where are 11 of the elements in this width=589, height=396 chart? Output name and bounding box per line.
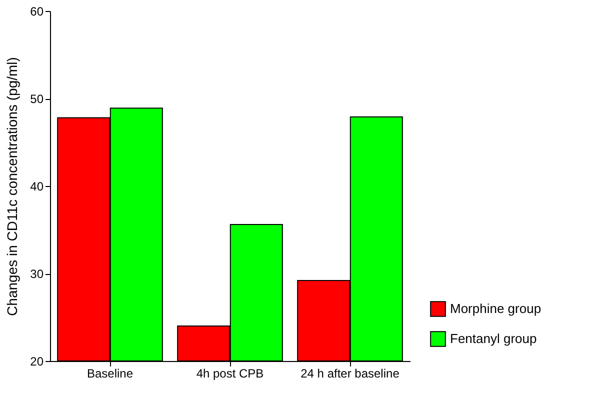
y-tick-label: 40 xyxy=(30,180,44,194)
y-tick-label: 20 xyxy=(30,354,44,368)
legend-label: Morphine group xyxy=(450,301,542,316)
x-tick-label: 24 h after baseline xyxy=(300,366,400,380)
legend-label: Fentanyl group xyxy=(450,331,537,346)
y-tick-label: 60 xyxy=(30,4,44,18)
y-tick-label: 30 xyxy=(30,267,44,281)
x-tick-label: Baseline xyxy=(86,366,134,380)
x-tick-label: 4h post CPB xyxy=(196,366,264,380)
y-axis-title: Changes in CD11c concentrations (pg/ml) xyxy=(4,57,20,316)
y-tick-label: 50 xyxy=(30,92,44,106)
